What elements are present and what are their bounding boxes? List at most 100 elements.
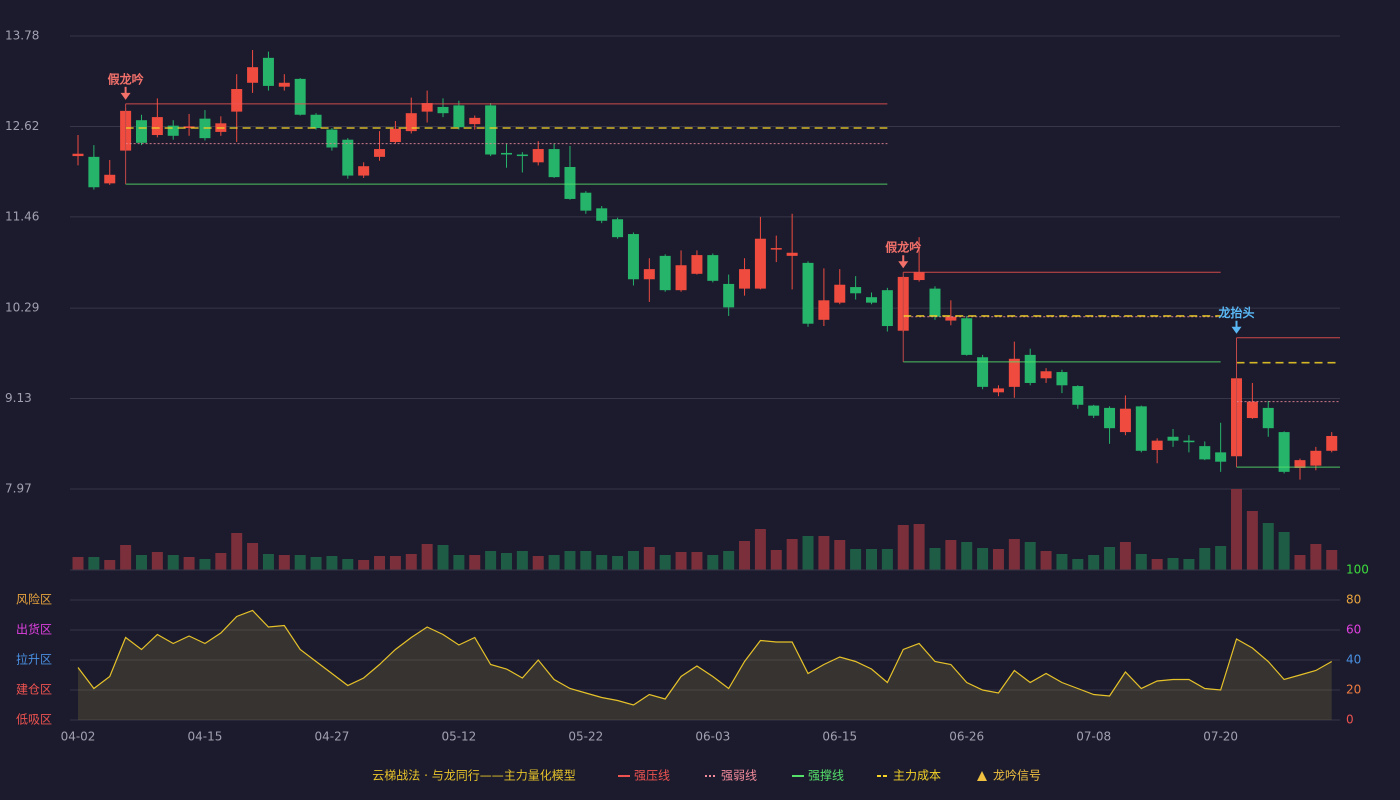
x-tick-label: 04-02 — [61, 730, 96, 744]
indicator-tick-label: 0 — [1346, 713, 1354, 727]
volume-bar — [183, 557, 195, 570]
volume-bar — [1008, 539, 1020, 570]
volume-bar — [834, 540, 846, 570]
candle-body — [770, 248, 782, 250]
volume-bar — [135, 555, 147, 570]
volume-bar — [1135, 554, 1147, 570]
candle-body — [1072, 386, 1084, 405]
candle-body — [691, 255, 703, 274]
candle-body — [532, 149, 544, 163]
candle-body — [739, 269, 751, 289]
y-tick-label: 13.78 — [5, 29, 39, 43]
candle-body — [485, 105, 497, 155]
candle-body — [1167, 436, 1179, 441]
volume-bar — [215, 553, 227, 570]
candle-body — [453, 105, 465, 128]
volume-bar — [199, 559, 211, 570]
zone-label: 风险区 — [16, 592, 52, 607]
candle-body — [1104, 407, 1116, 429]
candle-body — [500, 152, 512, 155]
volume-bar — [1024, 542, 1036, 570]
volume-bar — [897, 525, 909, 570]
zone-label: 低吸区 — [16, 713, 52, 727]
volume-bar — [1056, 554, 1068, 570]
candle-body — [1056, 372, 1068, 386]
candle-body — [866, 297, 877, 303]
volume-bar — [627, 551, 639, 570]
volume-bar — [405, 554, 417, 570]
candle-body — [580, 192, 592, 211]
candle-body — [326, 129, 338, 148]
volume-bar — [88, 557, 100, 570]
volume-bar — [294, 555, 306, 570]
volume-bar — [358, 560, 370, 570]
candle-body — [596, 208, 608, 221]
volume-bar — [151, 552, 163, 570]
candle-body — [374, 149, 386, 157]
signal-label: 假龙吟 — [885, 240, 921, 255]
volume-bar — [167, 555, 179, 570]
candle-body — [1151, 440, 1163, 451]
volume-bar — [945, 540, 957, 570]
legend-label: 强弱线 — [721, 769, 757, 783]
candle-body — [1135, 406, 1147, 451]
candle-body — [1040, 371, 1052, 379]
candle-body — [278, 82, 290, 87]
volume-bar — [1104, 547, 1116, 570]
candle-body — [1278, 432, 1290, 472]
signal-arrow-head — [120, 92, 131, 100]
volume-bar — [120, 545, 132, 570]
volume-bar — [326, 556, 338, 570]
y-tick-label: 12.62 — [5, 119, 39, 133]
candle-body — [231, 89, 243, 112]
legend-icon — [977, 771, 987, 781]
legend-title: 云梯战法 · 与龙同行——主力量化模型 — [372, 769, 575, 783]
volume-bar — [643, 547, 655, 570]
candle-body — [723, 283, 735, 308]
candle-body — [262, 57, 274, 86]
candle-body — [88, 156, 100, 188]
volume-bar — [389, 556, 401, 570]
candle-body — [1199, 446, 1211, 460]
volume-bar — [453, 555, 465, 570]
candle-body — [358, 166, 370, 176]
zone-label: 拉升区 — [16, 652, 52, 667]
candle-body — [850, 287, 862, 294]
volume-bar — [374, 556, 386, 570]
candle-body — [1215, 452, 1227, 462]
volume-bar — [516, 551, 528, 570]
candle-body — [72, 153, 84, 157]
candle-body — [627, 234, 639, 280]
volume-bar — [707, 555, 719, 570]
signal-label: 假龙吟 — [108, 71, 144, 86]
candle-body — [1024, 354, 1036, 383]
indicator-tick-label: 20 — [1346, 683, 1361, 697]
legend-label: 强压线 — [634, 769, 670, 783]
indicator-tick-label: 80 — [1346, 593, 1361, 607]
candle-body — [612, 219, 624, 238]
indicator-tick-label: 40 — [1346, 653, 1361, 667]
candle-body — [834, 284, 846, 303]
indicator-area — [78, 610, 1332, 720]
candle-body — [151, 117, 163, 136]
x-tick-label: 06-26 — [949, 730, 984, 744]
candle-body — [405, 113, 417, 132]
volume-bar — [675, 552, 687, 570]
volume-bar — [659, 555, 671, 570]
volume-bar — [612, 556, 624, 570]
volume-bar — [1119, 542, 1131, 570]
volume-bar — [437, 545, 449, 570]
volume-bar — [786, 539, 798, 570]
volume-bar — [850, 549, 862, 570]
indicator-tick-label: 100 — [1346, 563, 1369, 577]
x-tick-label: 06-03 — [695, 730, 730, 744]
volume-bar — [818, 536, 830, 570]
volume-bar — [1326, 550, 1338, 570]
volume-bar — [770, 550, 782, 570]
candle-body — [310, 114, 322, 129]
volume-bar — [1262, 523, 1274, 570]
volume-bar — [1040, 551, 1052, 570]
volume-bar — [421, 544, 433, 570]
candle-body — [1183, 440, 1195, 443]
